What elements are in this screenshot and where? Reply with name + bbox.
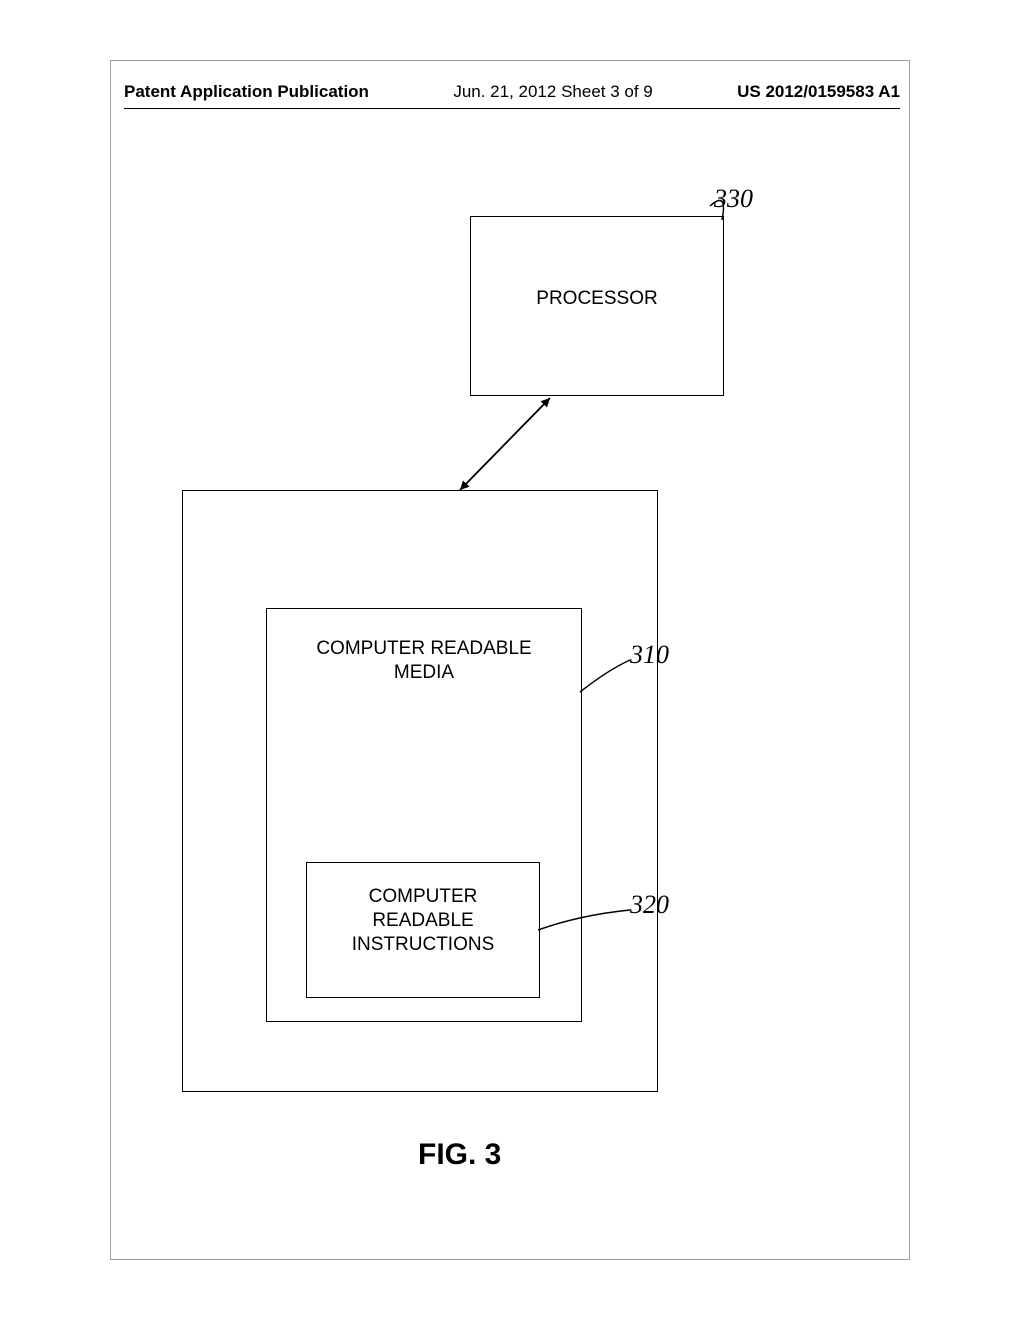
figure-3-diagram: COMPUTER READABLEMEDIA COMPUTERREADABLEI… (110, 60, 910, 1260)
computer-readable-instructions-box: COMPUTERREADABLEINSTRUCTIONS (306, 862, 540, 998)
media-label: COMPUTER READABLEMEDIA (316, 609, 531, 685)
processor-label: PROCESSOR (536, 217, 657, 311)
instructions-label: COMPUTERREADABLEINSTRUCTIONS (352, 863, 495, 956)
ref-320: 320 (630, 890, 669, 920)
ref-310: 310 (630, 640, 669, 670)
processor-box: PROCESSOR (470, 216, 724, 396)
figure-caption: FIG. 3 (418, 1138, 501, 1172)
ref-330: 330 (714, 184, 753, 214)
